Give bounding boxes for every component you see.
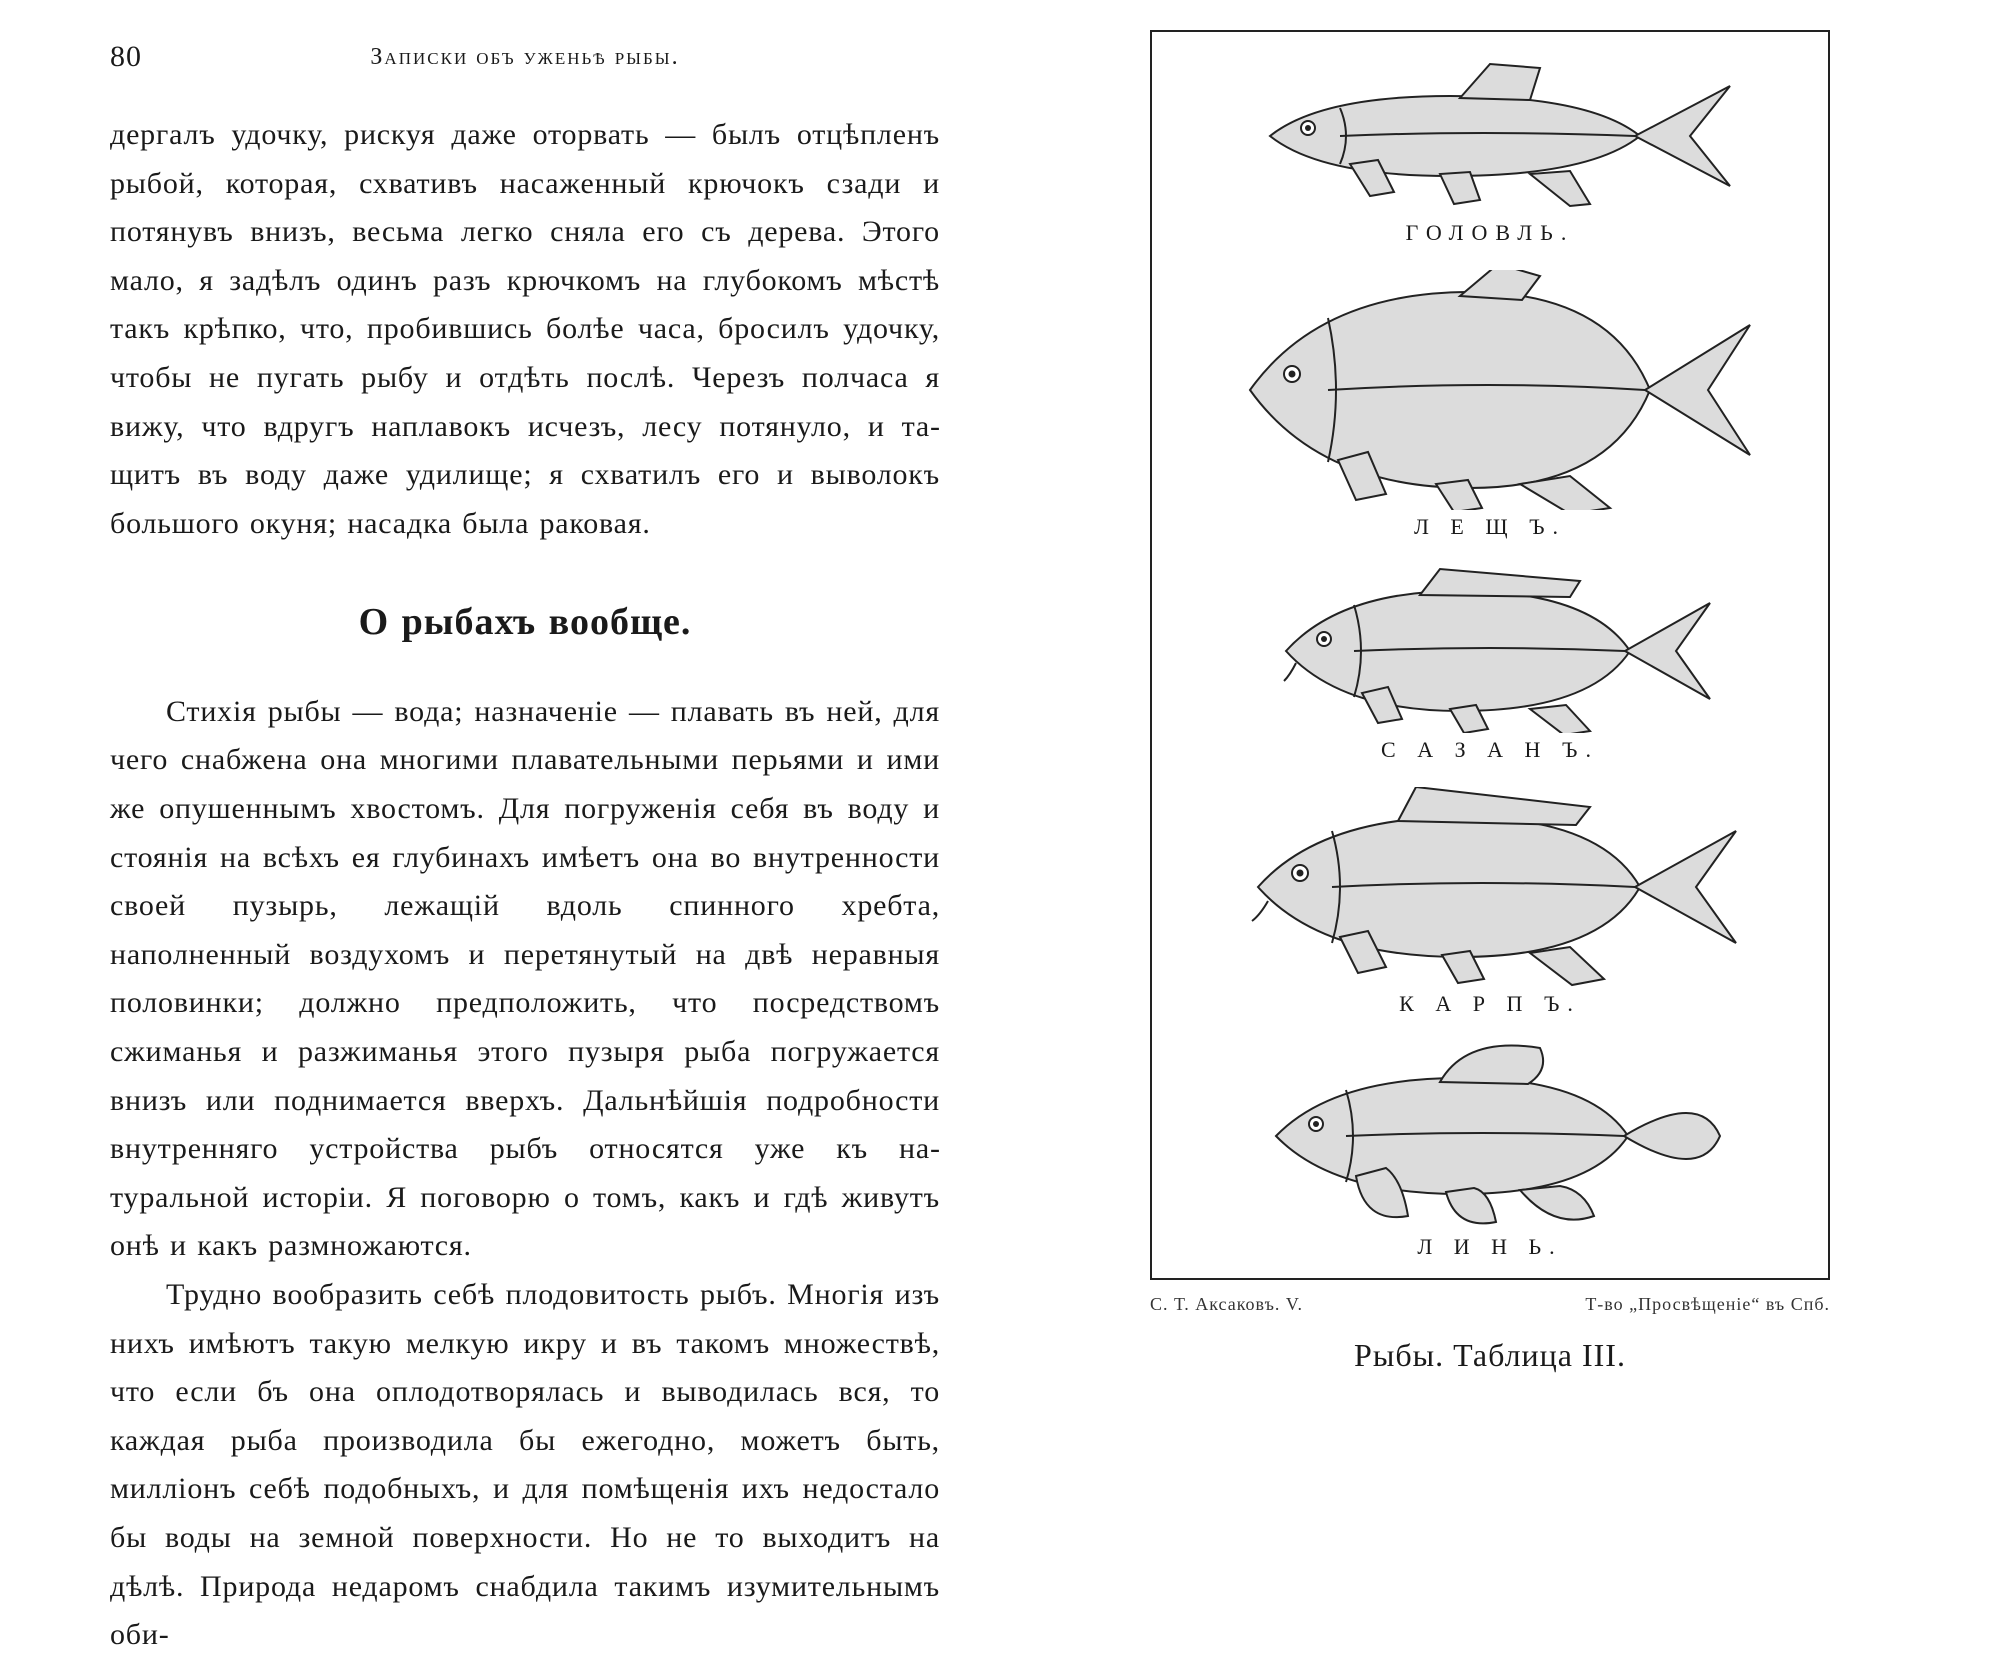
- fish-illustration-karp: [1220, 787, 1760, 987]
- fish-illustration-lesh: [1210, 270, 1770, 510]
- fish-label-karp: К А Р П Ъ.: [1180, 991, 1800, 1017]
- paragraph-1: дергалъ удочку, рискуя даже оторвать — б…: [110, 111, 940, 548]
- fish-label-lesh: Л Е Щ Ъ.: [1180, 514, 1800, 540]
- fish-illustration-golovl: [1230, 56, 1750, 216]
- paragraph-3: Трудно вообразить себѣ плодовитость рыбъ…: [110, 1271, 940, 1660]
- fish-block-karp: К А Р П Ъ.: [1180, 787, 1800, 1017]
- fish-block-sazan: С А З А Н Ъ.: [1180, 563, 1800, 763]
- plate-credit-row: С. Т. Аксаковъ. V. Т-во „Просвѣщеніе“ въ…: [1150, 1294, 1830, 1315]
- body-text: дергалъ удочку, рискуя даже оторвать — б…: [110, 111, 940, 1660]
- left-page: 80 Записки объ уженьѣ рыбы. дергалъ удоч…: [0, 0, 1000, 1435]
- credit-left: С. Т. Аксаковъ. V.: [1150, 1294, 1303, 1315]
- fish-label-sazan: С А З А Н Ъ.: [1180, 737, 1800, 763]
- fish-label-lin: Л И Н Ь.: [1180, 1234, 1800, 1260]
- running-head: Записки объ уженьѣ рыбы.: [110, 44, 940, 71]
- paragraph-2: Стихія рыбы — вода; назначеніе — плавать…: [110, 688, 940, 1271]
- right-page: ГОЛОВЛЬ.: [1000, 0, 2000, 1435]
- fish-label-golovl: ГОЛОВЛЬ.: [1180, 220, 1800, 246]
- fish-block-lin: Л И Н Ь.: [1180, 1040, 1800, 1260]
- fish-illustration-sazan: [1250, 563, 1730, 733]
- section-title: О рыбахъ вообще.: [110, 592, 940, 654]
- fish-illustration-lin: [1240, 1040, 1740, 1230]
- fish-block-golovl: ГОЛОВЛЬ.: [1180, 56, 1800, 246]
- book-spread: 80 Записки объ уженьѣ рыбы. дергалъ удоч…: [0, 0, 2000, 1435]
- plate-frame: ГОЛОВЛЬ.: [1150, 30, 1830, 1280]
- plate-caption: Рыбы. Таблица III.: [1040, 1337, 1940, 1374]
- credit-right: Т-во „Просвѣщеніе“ въ Спб.: [1585, 1294, 1830, 1315]
- fish-block-lesh: Л Е Щ Ъ.: [1180, 270, 1800, 540]
